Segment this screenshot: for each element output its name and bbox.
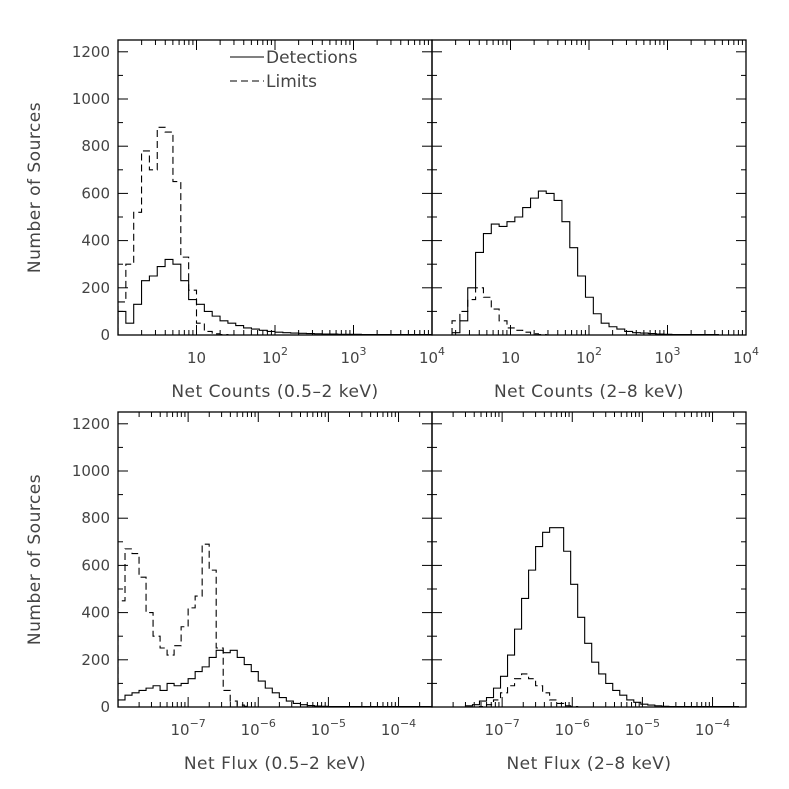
x-tick-label: 102 [576, 345, 602, 367]
x-tick-label: 10−7 [484, 717, 519, 739]
histogram-limits-bottom-left [118, 543, 432, 707]
histogram-limits-bottom-right [465, 673, 739, 707]
x-axis-label: Net Flux (0.5–2 keV) [184, 754, 366, 774]
y-tick-label: 600 [81, 184, 110, 202]
x-tick-label: 10 [501, 349, 520, 367]
legend-label-limits: Limits [266, 72, 317, 92]
x-tick-label: 10−4 [695, 717, 730, 739]
x-tick-label: 10−6 [555, 717, 590, 739]
x-tick-label: 104 [733, 345, 759, 367]
histogram-detections-bottom-right [464, 527, 739, 707]
histogram-detections-top-right [451, 190, 719, 335]
y-tick-label: 1200 [72, 43, 110, 61]
x-axis-label: Net Flux (2–8 keV) [506, 754, 671, 774]
x-tick-label: 104 [419, 345, 445, 367]
y-axis-label: Number of Sources [25, 102, 45, 273]
x-tick-label: 10 [187, 349, 206, 367]
x-tick-label: 102 [262, 345, 288, 367]
y-tick-label: 0 [100, 698, 110, 716]
x-tick-label: 103 [340, 345, 366, 367]
histogram-detections-bottom-left [118, 649, 432, 707]
x-tick-label: 10−4 [381, 717, 416, 739]
x-axis-label: Net Counts (2–8 keV) [494, 382, 684, 402]
legend-label-detections: Detections [266, 48, 358, 68]
x-tick-label: 10−5 [625, 717, 660, 739]
x-axis-label: Net Counts (0.5–2 keV) [171, 382, 378, 402]
y-tick-label: 1000 [72, 90, 110, 108]
y-tick-label: 1200 [72, 415, 110, 433]
y-tick-label: 1000 [72, 462, 110, 480]
y-tick-label: 200 [81, 651, 110, 669]
y-tick-label: 600 [81, 556, 110, 574]
y-axis-label: Number of Sources [25, 474, 45, 645]
x-tick-label: 10−7 [170, 717, 205, 739]
x-tick-label: 10−5 [311, 717, 346, 739]
y-tick-label: 400 [81, 604, 110, 622]
histogram-detections-top-left [118, 258, 432, 335]
x-tick-label: 10−6 [241, 717, 276, 739]
panel-frame-bottom-right [431, 411, 747, 708]
y-tick-label: 0 [100, 326, 110, 344]
histogram-limits-top-left [118, 126, 432, 335]
y-tick-label: 400 [81, 232, 110, 250]
panel-frame-top-right [431, 39, 747, 336]
x-tick-label: 103 [654, 345, 680, 367]
y-tick-label: 200 [81, 279, 110, 297]
histogram-limits-top-right [451, 287, 719, 335]
y-tick-label: 800 [81, 137, 110, 155]
panel-frame-bottom-left [117, 411, 433, 708]
y-tick-label: 800 [81, 509, 110, 527]
